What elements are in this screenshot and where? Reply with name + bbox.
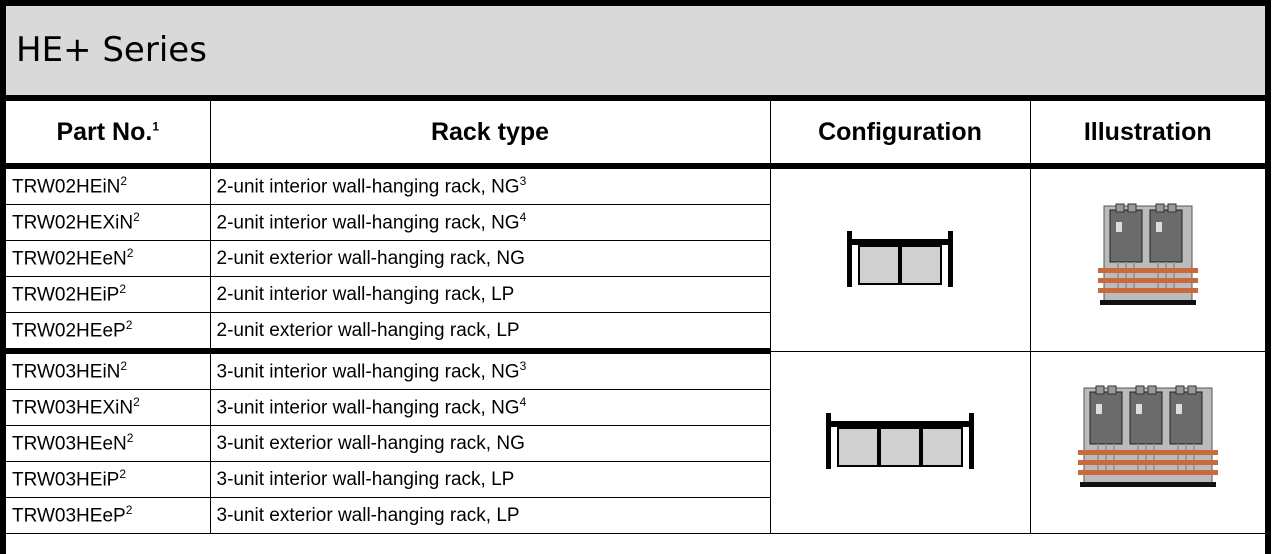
footnote-mark: 3 bbox=[519, 359, 527, 374]
footnote-mark: 2 bbox=[125, 318, 133, 333]
illustration-cell bbox=[1029, 165, 1265, 352]
part-number: TRW02HEeP bbox=[12, 320, 126, 342]
config-drawing bbox=[826, 413, 974, 470]
part-number: TRW03HEXiN bbox=[12, 397, 134, 419]
rack-type-cell: 2-unit exterior wall-hanging rack, NG bbox=[209, 240, 770, 277]
spec-table: Part No.1 Rack type Configuration Illust… bbox=[6, 101, 1265, 534]
part-number: TRW02HEiP bbox=[12, 284, 120, 306]
footnote-mark: 2 bbox=[119, 467, 127, 482]
config-drawing bbox=[847, 230, 953, 287]
footnote-mark: 2 bbox=[133, 395, 140, 410]
part-number: TRW03HEiP bbox=[12, 469, 120, 491]
rack-type-cell: 3-unit interior wall-hanging rack, NG3 bbox=[209, 350, 771, 390]
footnote-mark: 4 bbox=[519, 210, 527, 225]
footnote-mark: 2 bbox=[126, 431, 134, 446]
rack-type: 3-unit interior wall-hanging rack, NG bbox=[216, 397, 520, 419]
rack-type: 3-unit exterior wall-hanging rack, NG bbox=[216, 432, 525, 454]
header-cell: Rack type bbox=[209, 101, 771, 169]
header-cell: Illustration bbox=[1029, 101, 1265, 169]
part-number-cell: TRW02HEeN2 bbox=[6, 240, 211, 277]
rack-type: 2-unit exterior wall-hanging rack, NG bbox=[216, 247, 525, 269]
rack-type: 3-unit interior wall-hanging rack, LP bbox=[216, 468, 515, 490]
part-number-cell: TRW02HEiP2 bbox=[6, 276, 211, 313]
footnote-mark: 2 bbox=[120, 174, 128, 189]
part-number-cell: TRW03HEiN2 bbox=[6, 350, 211, 390]
part-number-cell: TRW02HEeP2 bbox=[6, 312, 211, 354]
rack-type: 2-unit interior wall-hanging rack, NG bbox=[216, 212, 520, 234]
footnote-mark: 2 bbox=[120, 359, 128, 374]
rack-type-cell: 2-unit exterior wall-hanging rack, LP bbox=[209, 312, 770, 354]
footnote-mark: 2 bbox=[126, 246, 134, 261]
table-row: TRW03HEeN2 3-unit exterior wall-hanging r… bbox=[6, 425, 1265, 462]
rack-type: 3-unit exterior wall-hanging rack, LP bbox=[216, 504, 520, 526]
rack-type-cell: 2-unit interior wall-hanging rack, NG3 bbox=[209, 165, 771, 205]
rack-type-cell: 3-unit exterior wall-hanging rack, NG bbox=[209, 425, 770, 462]
part-number: TRW03HEeP bbox=[12, 505, 126, 527]
rack-type-cell: 3-unit interior wall-hanging rack, LP bbox=[209, 461, 770, 498]
part-number-cell: TRW03HEeP2 bbox=[6, 497, 211, 534]
header-text: Part No. bbox=[56, 117, 153, 146]
part-number-cell: TRW02HEXiN2 bbox=[6, 204, 211, 241]
configuration-cell bbox=[769, 165, 1031, 352]
table-row: TRW02HEiP2 2-unit interior wall-hanging r… bbox=[6, 276, 1265, 313]
header-cell: Part No.1 bbox=[6, 101, 211, 169]
table-row: TRW03HEXiN2 3-unit interior wall-hanging … bbox=[6, 389, 1265, 426]
part-number: TRW02HEiN bbox=[12, 176, 121, 198]
rack-type-cell: 2-unit interior wall-hanging rack, NG4 bbox=[209, 204, 770, 241]
footnote-mark: 2 bbox=[133, 210, 140, 225]
footnote-mark: 3 bbox=[519, 174, 527, 189]
illustration-drawing bbox=[1077, 385, 1218, 488]
part-number: TRW02HEeN bbox=[12, 248, 127, 270]
table-row: TRW03HEeP2 3-unit exterior wall-hanging r… bbox=[6, 497, 1265, 534]
rack-type: 2-unit exterior wall-hanging rack, LP bbox=[216, 319, 520, 341]
part-number-cell: TRW03HEiP2 bbox=[6, 461, 211, 498]
part-number-cell: TRW03HEeN2 bbox=[6, 425, 211, 462]
illustration-drawing bbox=[1097, 203, 1198, 305]
table-row: TRW02HEiN2 2-unit interior wall-hanging r… bbox=[6, 165, 1265, 352]
configuration-cell bbox=[769, 350, 1031, 534]
footnote-mark: 2 bbox=[125, 503, 133, 518]
table-row: TRW03HEiN2 3-unit interior wall-hanging r… bbox=[6, 350, 1265, 534]
rack-type-cell: 3-unit exterior wall-hanging rack, LP bbox=[209, 497, 770, 534]
rack-type-cell: 3-unit interior wall-hanging rack, NG4 bbox=[209, 389, 770, 426]
rack-type-cell: 2-unit interior wall-hanging rack, LP bbox=[209, 276, 770, 313]
footnote-mark: 2 bbox=[119, 282, 127, 297]
illustration-cell bbox=[1029, 350, 1265, 534]
part-number: TRW03HEeN bbox=[12, 433, 127, 455]
rack-type: 3-unit interior wall-hanging rack, NG bbox=[216, 361, 520, 383]
part-number-cell: TRW03HEXiN2 bbox=[6, 389, 211, 426]
table-row: TRW02HEeP2 2-unit exterior wall-hanging r… bbox=[6, 312, 1265, 354]
table-row: TRW03HEiP2 3-unit interior wall-hanging r… bbox=[6, 461, 1265, 498]
footnote-mark: 4 bbox=[519, 395, 527, 410]
rack-type: 2-unit interior wall-hanging rack, LP bbox=[216, 283, 515, 305]
part-number: TRW03HEiN bbox=[12, 361, 121, 383]
footnote-mark: 1 bbox=[152, 119, 160, 134]
part-number-cell: TRW02HEiN2 bbox=[6, 165, 211, 205]
part-number: TRW02HEXiN bbox=[12, 212, 134, 234]
rack-type: 2-unit interior wall-hanging rack, NG bbox=[216, 176, 520, 198]
table-title: HE+ Series bbox=[6, 6, 1265, 101]
header-cell: Configuration bbox=[769, 101, 1031, 169]
